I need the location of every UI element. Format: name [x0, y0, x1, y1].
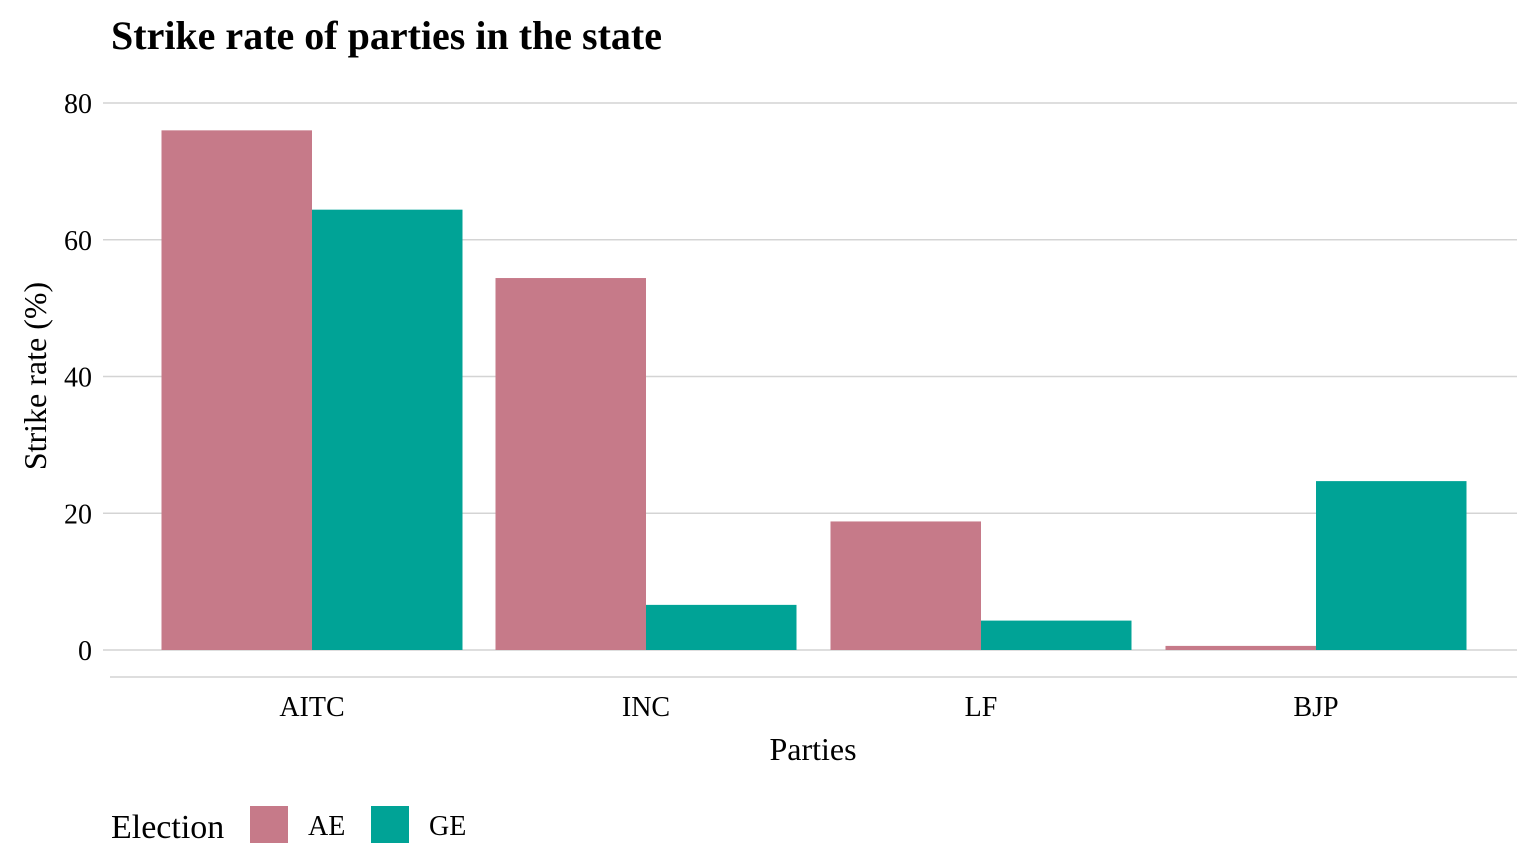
bars — [161, 130, 1467, 651]
bar-inc-ge — [646, 604, 797, 650]
y-tick-label: 80 — [64, 89, 92, 120]
legend-label-ae: AE — [308, 811, 345, 842]
y-tick-label: 0 — [78, 636, 92, 667]
bar-inc-ae — [495, 278, 646, 650]
y-tick-label: 40 — [64, 363, 92, 394]
x-axis-title: Parties — [769, 731, 856, 767]
bar-lf-ge — [981, 620, 1132, 650]
legend-swatch-ae — [250, 806, 288, 843]
bar-bjp-ae — [1165, 645, 1316, 650]
x-tick-labels: AITC INC LF BJP — [279, 692, 1338, 723]
bar-aitc-ge — [312, 209, 463, 651]
legend-items: AE GE — [250, 806, 466, 843]
legend-title: Election — [111, 809, 224, 846]
legend-swatch-ge — [371, 806, 409, 843]
bar-lf-ae — [830, 521, 981, 650]
y-axis-title: Strike rate (%) — [17, 282, 53, 470]
legend: Election AE GE — [111, 806, 466, 846]
bar-bjp-ge — [1316, 481, 1467, 650]
y-tick-labels: 0 20 40 60 80 — [64, 89, 92, 667]
legend-label-ge: GE — [429, 811, 466, 842]
x-tick-label-aitc: AITC — [279, 692, 344, 723]
x-tick-label-lf: LF — [965, 692, 998, 723]
bar-aitc-ae — [161, 130, 312, 651]
x-tick-label-bjp: BJP — [1293, 692, 1338, 723]
y-tick-label: 20 — [64, 499, 92, 530]
chart-title: Strike rate of parties in the state — [111, 13, 662, 58]
y-tick-label: 60 — [64, 226, 92, 257]
x-tick-label-inc: INC — [622, 692, 670, 723]
